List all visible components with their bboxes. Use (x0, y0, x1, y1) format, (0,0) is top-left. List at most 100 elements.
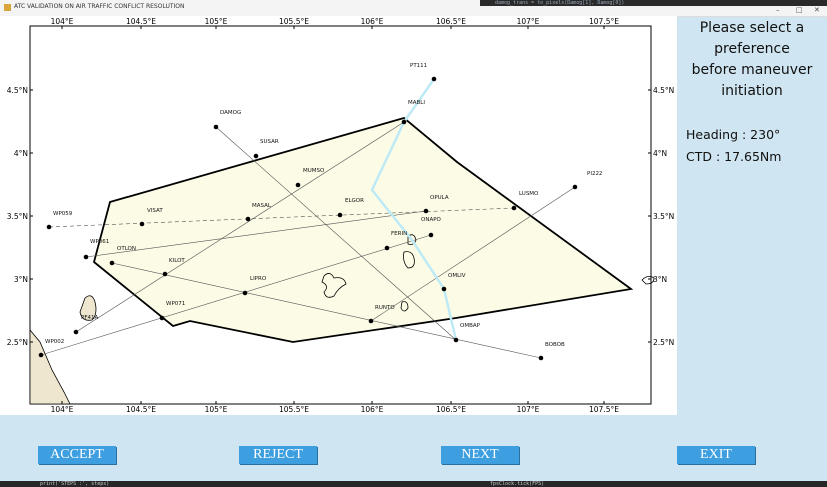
waypoint-label: OPULA (430, 195, 449, 201)
x-tick-label: 104.5°E (126, 17, 156, 26)
waypoint (423, 208, 429, 214)
x-tick-label: 106.5°E (436, 405, 466, 414)
x-tick-label: 104.5°E (126, 405, 156, 414)
x-tick-label: 107°E (517, 405, 540, 414)
waypoint-label: FERIN (391, 231, 407, 237)
waypoint (162, 271, 168, 277)
waypoint (441, 286, 447, 292)
y-tick-label: 2.5°N (653, 338, 674, 347)
waypoint (38, 352, 44, 358)
waypoint-label: OTLON (117, 246, 136, 252)
waypoint-label: OMBAP (460, 323, 481, 329)
waypoint-label: ELGOR (345, 198, 364, 204)
waypoint (384, 245, 390, 251)
heading-info: Heading : 230° (686, 127, 781, 142)
route (40, 234, 432, 356)
accept-button[interactable]: ACCEPT (38, 446, 116, 464)
route (85, 210, 427, 258)
aircraft-track (370, 78, 458, 341)
message-line: before maneuver initiation (691, 62, 813, 99)
island (641, 276, 655, 285)
waypoint (511, 205, 517, 211)
waypoint-label: LUSMO (519, 191, 539, 197)
y-tick-label: 4°N (653, 149, 667, 158)
y-tick-label: 2.5°N (7, 338, 28, 347)
x-tick-label: 107°E (517, 17, 540, 26)
y-tick-label: 3°N (14, 275, 28, 284)
waypoint (159, 315, 165, 321)
x-tick-label: 105°E (205, 17, 228, 26)
waypoint (83, 254, 89, 260)
waypoint-label: VISAT (147, 208, 163, 214)
waypoint (242, 290, 248, 296)
route (75, 121, 405, 333)
x-tick-label: 105.5°E (279, 405, 309, 414)
waypoint-label: LIPRO (250, 276, 267, 282)
waypoint (428, 232, 434, 238)
island (79, 295, 97, 321)
waypoint (245, 216, 251, 222)
route (215, 126, 457, 341)
waypoint-label: WP002 (45, 339, 64, 345)
waypoint-label: WP071 (166, 301, 185, 307)
waypoint (572, 184, 578, 190)
waypoint (368, 318, 374, 324)
waypoint (253, 153, 259, 159)
waypoint (73, 329, 79, 335)
next-button[interactable]: NEXT (441, 446, 519, 464)
x-tick-label: 105°E (205, 405, 228, 414)
x-tick-label: 104°E (51, 405, 74, 414)
waypoint-label: PF41A (81, 315, 98, 321)
console-strip: print('STEPS :', steps) fpsClock.tick(FP… (0, 481, 827, 487)
waypoint-label: PT111 (410, 63, 427, 69)
y-tick-label: 4.5°N (653, 86, 674, 95)
routes (40, 121, 576, 359)
reject-button[interactable]: REJECT (239, 446, 317, 464)
waypoint (109, 260, 115, 266)
coastline (29, 328, 71, 405)
x-tick-label: 107.5°E (589, 405, 619, 414)
waypoint-label: OMLIV (448, 273, 466, 279)
map: 104°E 104°E 104.5°E 104.5°E 105°E 105°E 105.5°… (7, 17, 675, 414)
exit-button[interactable]: EXIT (677, 446, 755, 464)
message-panel: Please select a preference before maneuv… (677, 18, 827, 102)
app-icon (4, 4, 11, 11)
waypoint-label: WP061 (90, 239, 109, 245)
waypoint-label: DAMOG (220, 110, 241, 116)
waypoint (431, 76, 437, 82)
maximize-button[interactable]: □ (796, 6, 803, 14)
island (400, 301, 409, 312)
y-tick-label: 4°N (14, 149, 28, 158)
waypoint-label: KILOT (169, 258, 185, 264)
island (407, 234, 417, 245)
y-tick-label: 3°N (653, 275, 667, 284)
message-line: Please select a preference (699, 20, 805, 57)
y-tick-label: 3.5°N (7, 212, 28, 221)
console-line: print('STEPS :', steps) (40, 481, 110, 487)
close-button[interactable]: ✕ (814, 6, 820, 14)
x-tick-label: 105.5°E (279, 17, 309, 26)
sector-boundary (92, 117, 634, 343)
waypoint (295, 182, 301, 188)
minimize-button[interactable]: – (776, 6, 780, 14)
waypoint-label: BOBOB (545, 342, 565, 348)
waypoint-label: SUSAR (260, 139, 279, 145)
island (403, 251, 415, 269)
y-tick-label: 4.5°N (7, 86, 28, 95)
waypoint (213, 124, 219, 130)
island (321, 273, 347, 298)
waypoint-label: MABLI (408, 100, 425, 106)
background-code: damog_trans = to_pixels(Damog[1], Damog[… (480, 0, 827, 6)
waypoint (401, 119, 407, 125)
route (370, 186, 576, 322)
waypoint-label: WP059 (53, 211, 73, 217)
waypoint (337, 212, 343, 218)
x-tick-label: 107.5°E (589, 17, 619, 26)
route (111, 262, 542, 359)
console-line: fpsClock.tick(FPS) (490, 481, 545, 487)
waypoint-label: MASAL (252, 203, 272, 209)
waypoint (538, 355, 544, 361)
waypoint-label: ONAPO (421, 217, 442, 223)
ctd-info: CTD : 17.65Nm (686, 149, 782, 164)
